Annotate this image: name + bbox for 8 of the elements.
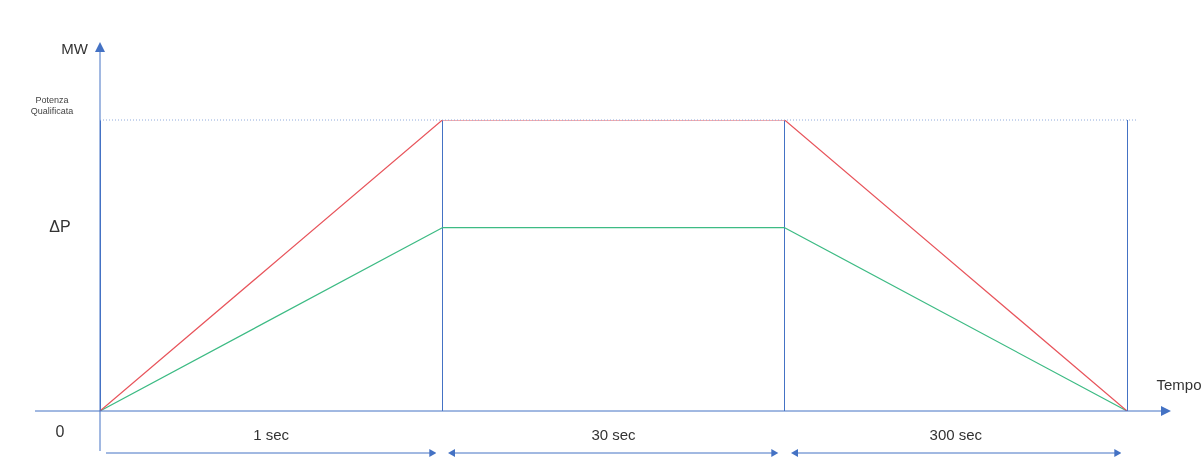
text: 30 sec <box>591 426 637 444</box>
text: 1 sec <box>253 426 290 444</box>
y-axis-title: MW <box>61 40 89 58</box>
annotation: ΔP <box>49 218 71 236</box>
text: 0 <box>55 423 65 441</box>
x-axis-title: Tempo <box>1156 376 1202 394</box>
text: 300 sec <box>929 426 983 444</box>
ref-line-label: Potenza Qualificata <box>30 95 74 117</box>
